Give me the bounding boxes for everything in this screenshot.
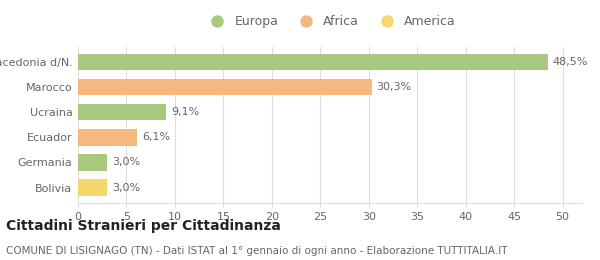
Bar	[78, 104, 166, 120]
Text: 9,1%: 9,1%	[171, 107, 199, 117]
Text: 3,0%: 3,0%	[112, 183, 140, 193]
Text: Cittadini Stranieri per Cittadinanza: Cittadini Stranieri per Cittadinanza	[6, 219, 281, 233]
Text: 6,1%: 6,1%	[142, 132, 170, 142]
Bar	[78, 54, 548, 70]
Bar	[78, 79, 371, 95]
Bar	[78, 179, 107, 196]
Text: 48,5%: 48,5%	[553, 57, 588, 67]
Bar	[78, 129, 137, 146]
Bar	[78, 154, 107, 171]
Text: 30,3%: 30,3%	[377, 82, 412, 92]
Legend: Europa, Africa, America: Europa, Africa, America	[204, 15, 456, 28]
Text: 3,0%: 3,0%	[112, 158, 140, 167]
Text: COMUNE DI LISIGNAGO (TN) - Dati ISTAT al 1° gennaio di ogni anno - Elaborazione : COMUNE DI LISIGNAGO (TN) - Dati ISTAT al…	[6, 245, 508, 256]
